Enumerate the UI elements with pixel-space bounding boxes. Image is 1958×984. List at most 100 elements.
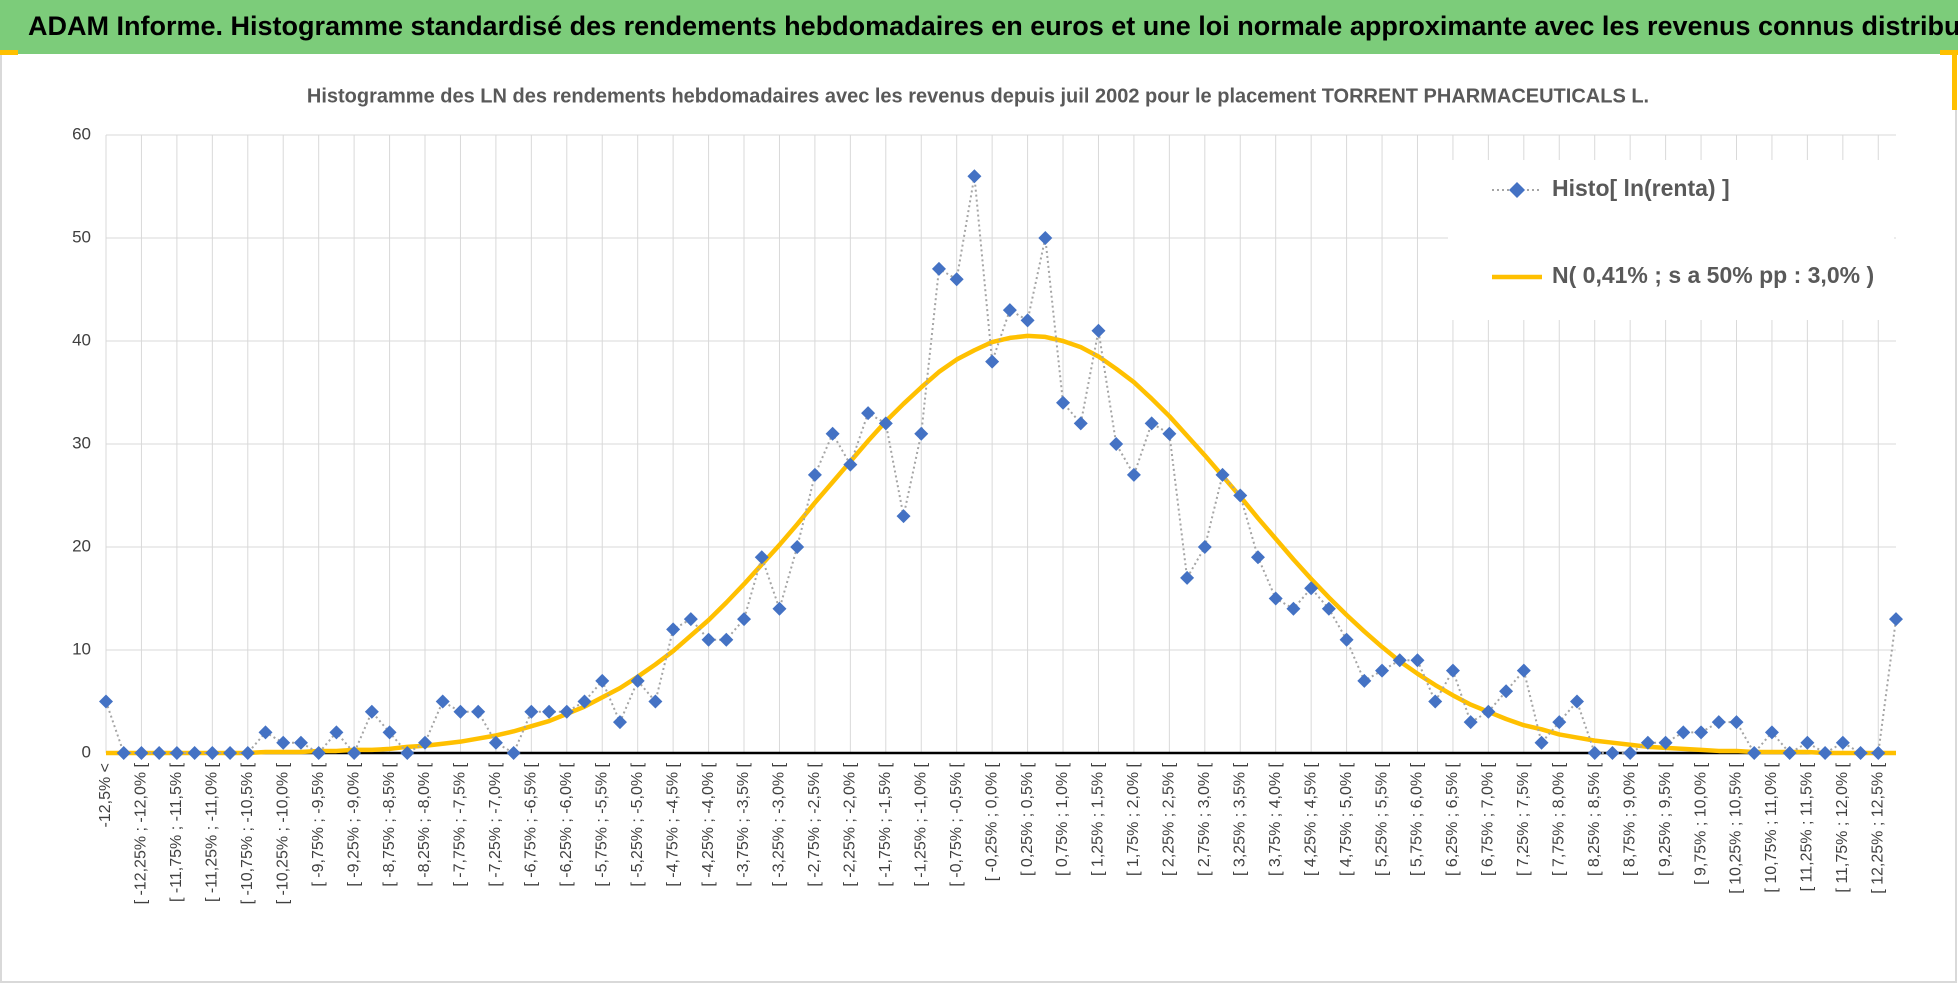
x-tick-label: [ 6,25% ; 6,5% [ [1444,762,1461,876]
corner-mark [1952,50,1957,110]
histogram-marker [754,550,769,565]
histogram-marker [524,704,539,719]
x-tick-label: [ -5,75% ; -5,5% [ [593,762,610,886]
histogram-marker [1428,694,1443,709]
histogram-marker [1056,395,1071,410]
y-tick-label: 10 [72,639,91,658]
histogram-marker [612,715,627,730]
x-tick-label: [ 11,75% ; 12,0% [ [1834,762,1851,892]
x-tick-label: [ 11,25% ; 11,5% [ [1799,762,1816,891]
histogram-marker [878,416,893,431]
x-tick-label: [ 0,25% ; 0,5% [ [1019,762,1036,876]
corner-mark [0,50,18,55]
histogram-marker [1623,746,1638,760]
histogram-marker [471,704,486,719]
x-tick-label: [ 1,75% ; 2,0% [ [1125,762,1142,876]
legend: Histo[ ln(renta) ] N( 0,41% ; s a 50% pp … [1448,160,1894,320]
histogram-marker [1729,715,1744,730]
histogram-marker [223,746,238,760]
x-tick-label: [ -11,75% ; -11,5% [ [168,762,185,902]
histogram-marker [595,673,610,688]
legend-marker [1509,182,1525,198]
histogram-marker [1871,746,1886,760]
x-tick-label: [ 8,25% ; 8,5% [ [1586,762,1603,876]
x-tick-label: [ -0,75% ; -0,5% [ [948,762,965,886]
histogram-marker [1109,437,1124,451]
histogram-marker [790,540,805,554]
histogram-marker [985,354,1000,369]
histogram-marker [896,509,911,524]
histogram-marker [1569,694,1584,709]
histogram-marker [400,746,415,760]
x-tick-label: [ -11,25% ; -11,0% [ [204,762,221,902]
x-tick-label: [ 10,25% ; 10,5% [ [1728,762,1745,893]
histogram-marker [1126,467,1141,482]
title-bar [0,0,1958,54]
histogram-marker [1463,715,1478,730]
normal-curve [106,333,1896,756]
histogram-marker [1445,663,1460,678]
histogram-marker [1197,540,1212,554]
histogram-marker [1392,653,1407,668]
histogram-marker [949,272,964,287]
x-tick-label: [ -4,75% ; -4,5% [ [664,762,681,886]
histogram-marker [1410,653,1425,668]
histogram-marker [169,746,184,760]
x-tick-label: [ -0,25% ; 0,0% [ [983,762,1000,881]
x-tick-label: [ -4,25% ; -4,0% [ [700,762,717,886]
histogram-marker [1853,746,1868,760]
histogram-marker [914,426,929,441]
page-title: ADAM Informe. Histogramme standardisé de… [28,11,1958,41]
histogram-marker [488,735,503,750]
histogram-marker [542,704,557,719]
histogram-marker [453,704,468,719]
x-tick-label: [ -9,25% ; -9,0% [ [345,762,362,886]
histogram-marker [1818,746,1833,760]
histogram-marker [347,746,362,760]
x-tick-label: [ 5,75% ; 6,0% [ [1409,762,1426,876]
x-tick-label: [ -8,75% ; -8,5% [ [381,762,398,886]
histogram-marker [1676,725,1691,740]
histogram-marker [1180,570,1195,585]
histogram-marker [861,406,876,421]
x-tick-label: [ -12,25% ; -12,0% [ [133,762,150,904]
histogram-marker [1375,663,1390,678]
histogram-marker [1002,303,1017,318]
histogram-marker [311,746,326,760]
x-tick-label: [ -1,75% ; -1,5% [ [877,762,894,886]
histogram-marker [1587,746,1602,760]
histogram-marker [1605,746,1620,760]
histogram-marker [1091,323,1106,338]
histogram-marker [99,694,113,709]
histogram-marker [1304,581,1319,596]
histogram-marker [258,725,273,740]
histogram-marker [418,735,433,750]
histogram-marker [506,746,521,760]
histogram-marker [1782,746,1797,760]
x-tick-label: [ 5,25% ; 5,5% [ [1373,762,1390,876]
histogram-marker [967,169,982,184]
histogram-marker [559,704,574,719]
y-tick-label: 20 [72,536,91,555]
x-tick-label: [ -6,75% ; -6,5% [ [523,762,540,886]
histogram-marker [1215,467,1230,482]
histogram-marker [1144,416,1159,431]
histogram-marker [807,467,822,482]
histogram-marker [240,746,255,760]
histogram-marker [1534,735,1549,750]
histogram-marker [1835,735,1850,750]
histogram-marker [1268,591,1283,606]
histogram-marker [1800,735,1815,750]
histogram-marker [1516,663,1531,678]
histogram-marker [719,632,734,647]
x-tick-label: [ 4,25% ; 4,5% [ [1302,762,1319,876]
histogram-marker [1694,725,1709,740]
histogram-marker [843,457,858,472]
y-tick-label: 30 [72,433,91,452]
x-tick-label: [ 10,75% ; 11,0% [ [1763,762,1780,892]
x-tick-label: [ -1,25% ; -1,0% [ [912,762,929,886]
x-tick-label: [ 6,75% ; 7,0% [ [1480,762,1497,876]
x-tick-label: [ 9,25% ; 9,5% [ [1657,762,1674,876]
histogram-marker [683,612,698,627]
legend-box [1448,160,1894,320]
